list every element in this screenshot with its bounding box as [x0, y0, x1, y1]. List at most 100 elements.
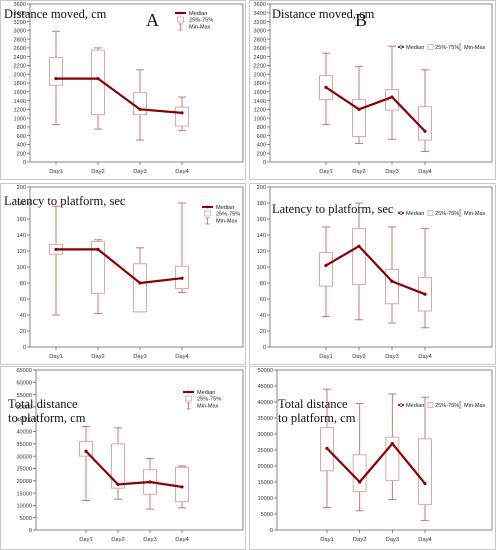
legend-iqr-swatch — [185, 395, 192, 402]
x-tick-label: Day1 — [79, 537, 93, 543]
legend-iqr-label: 25%-75% — [216, 212, 240, 218]
median-point — [96, 247, 100, 251]
y-tick-label: 15000 — [257, 480, 273, 486]
median-point — [54, 247, 58, 251]
x-tick-label: Day1 — [320, 537, 334, 543]
legend-median-marker — [206, 205, 209, 209]
legend-median-label: Median — [197, 390, 215, 396]
median-point — [423, 482, 427, 486]
x-tick-label: Day4 — [175, 169, 189, 175]
box-day4 — [175, 465, 189, 509]
iqr-box — [418, 438, 432, 505]
y-tick-label: 40 — [20, 313, 26, 319]
y-tick-label: 2400 — [14, 55, 26, 61]
legend-iqr-label: 25%-75% — [197, 397, 221, 403]
y-tick-label: 60000 — [16, 381, 32, 387]
y-tick-label: 5000 — [20, 516, 32, 522]
box-day2 — [111, 427, 125, 500]
y-tick-label: 0 — [263, 345, 266, 351]
y-tick-label: 180 — [17, 201, 26, 207]
y-tick-label: 50000 — [16, 405, 32, 411]
median-point — [324, 263, 328, 267]
iqr-box — [352, 454, 367, 493]
y-tick-label: 800 — [17, 125, 26, 131]
y-tick-label: 3000 — [14, 29, 26, 35]
x-tick-label: Day3 — [133, 354, 147, 360]
median-point — [357, 107, 361, 111]
box-day1 — [319, 226, 333, 318]
x-tick-label: Day4 — [418, 169, 432, 175]
x-tick-label: Day1 — [49, 354, 63, 360]
panel-frame — [249, 366, 496, 550]
chart-panel-4: 0 20 40 60 80 100 120 140 160 180 200 Day1 Day2 Day3 D… — [249, 183, 496, 365]
y-tick-label: 2600 — [254, 46, 266, 52]
legend-median-label: Median — [406, 211, 424, 217]
iqr-box — [352, 228, 366, 286]
median-point — [54, 77, 58, 81]
y-tick-label: 0 — [29, 528, 32, 534]
y-tick-label: 120 — [17, 249, 26, 255]
y-tick-label: 1200 — [254, 108, 266, 114]
median-point — [180, 111, 184, 115]
y-tick-label: 0 — [263, 160, 266, 166]
x-tick-label: Day2 — [91, 169, 105, 175]
panel-title: Distance moved, cm — [4, 7, 107, 21]
iqr-box — [133, 263, 147, 313]
x-tick-label: Day1 — [319, 169, 333, 175]
box-day3 — [385, 45, 399, 140]
x-tick-label: Day4 — [418, 537, 432, 543]
median-point — [116, 482, 120, 487]
iqr-box — [79, 440, 93, 457]
x-tick-label: Day4 — [418, 354, 432, 360]
y-tick-label: 1800 — [14, 81, 26, 87]
y-tick-label: 1400 — [254, 99, 266, 105]
legend-median-label: Median — [189, 11, 207, 17]
y-tick-label: 2000 — [254, 72, 266, 78]
y-tick-label: 80 — [20, 281, 26, 287]
chart-panel-6: 0 5000 10000 15000 20000 25000 30000 35000 40000… — [249, 366, 496, 550]
median-point — [358, 480, 362, 484]
iqr-box — [418, 106, 432, 141]
x-tick-label: Day3 — [385, 354, 399, 360]
median-point — [84, 449, 88, 453]
y-tick-label: 15000 — [16, 491, 32, 497]
median-point — [390, 95, 394, 99]
y-tick-label: 5000 — [261, 512, 273, 518]
median-point — [423, 292, 427, 296]
y-tick-label: 10000 — [16, 504, 32, 510]
plot-area — [35, 369, 244, 531]
legend-range-label: Min-Max — [464, 403, 486, 409]
x-tick-label: Day2 — [111, 537, 125, 543]
x-tick-label: Day4 — [175, 537, 189, 543]
iqr-box — [49, 57, 63, 86]
panel-title: Distance moved, cm — [272, 7, 375, 21]
median-point — [180, 276, 184, 280]
y-tick-label: 160 — [17, 217, 26, 223]
y-tick-label: 20000 — [16, 479, 32, 485]
iqr-box — [91, 240, 105, 294]
box-day3 — [133, 247, 147, 313]
y-tick-label: 0 — [23, 345, 26, 351]
median-point — [423, 129, 427, 133]
legend-median-marker — [187, 390, 190, 394]
legend-iqr-label: 25%-75% — [435, 45, 459, 51]
y-tick-label: 600 — [17, 134, 26, 140]
y-tick-label: 65000 — [16, 368, 32, 374]
y-tick-label: 1000 — [14, 116, 26, 122]
median-point — [96, 77, 100, 81]
x-tick-label: Day2 — [91, 354, 105, 360]
y-tick-label: 100 — [257, 265, 266, 271]
y-tick-label: 25000 — [257, 448, 273, 454]
y-tick-label: 60 — [20, 297, 26, 303]
median-point — [180, 485, 184, 489]
panel-frame — [0, 0, 246, 180]
panel-title: Latency to platform, sec — [4, 194, 126, 208]
legend-iqr-swatch — [204, 210, 211, 217]
y-tick-label: 3200 — [14, 20, 26, 26]
y-tick-label: 3000 — [254, 29, 266, 35]
y-tick-label: 20000 — [257, 464, 273, 470]
y-tick-label: 40 — [260, 313, 266, 319]
y-tick-label: 45000 — [16, 417, 32, 423]
